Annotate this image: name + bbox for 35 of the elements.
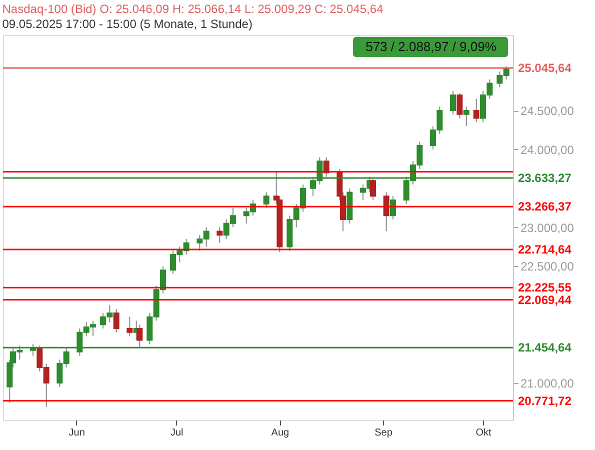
ref-line-label: 23.266,37 — [518, 200, 572, 214]
candlestick — [456, 92, 463, 119]
x-tick-label: Sep — [374, 428, 393, 438]
ref-line-label: 25.045,64 — [518, 61, 572, 76]
ref-line-label: 20.771,72 — [518, 394, 572, 408]
candlestick — [450, 90, 456, 115]
candlestick — [473, 98, 480, 123]
candlestick — [216, 226, 223, 244]
candlestick — [136, 324, 143, 348]
ref-line-label: 21.454,64 — [518, 340, 572, 355]
chart-subtitle: 09.05.2025 17:00 - 15:00 (5 Monate, 1 Stunde) — [2, 17, 252, 31]
chart-title: Nasdaq-100 (Bid) O: 25.046,09 H: 25.066,14 L: 25.009,29 C: 25.045,64 — [2, 2, 384, 16]
ref-line-label: 22.714,64 — [518, 242, 572, 257]
annotation: 573 / 2.088,97 / 9,09% — [366, 39, 497, 54]
candlestick — [370, 178, 376, 201]
x-tick-label: Jun — [68, 428, 85, 438]
ref-line-label: 23.633,27 — [518, 171, 572, 185]
candlestick — [360, 184, 366, 201]
ref-line-label: 22.225,55 — [518, 280, 572, 295]
y-tick-label: 24.000,00 — [520, 142, 574, 157]
y-tick-label: 24.500,00 — [520, 104, 574, 118]
y-tick-label: 22.500,00 — [520, 260, 574, 274]
x-tick-label: Okt — [476, 428, 492, 438]
candlestick — [390, 196, 396, 220]
candlestick — [126, 316, 133, 337]
candlestick — [113, 308, 120, 333]
y-tick-label: 21.000,00 — [520, 376, 574, 391]
candlestick — [263, 192, 270, 208]
x-tick-label: Jul — [170, 428, 184, 438]
x-tick-label: Aug — [271, 428, 290, 438]
ref-line-label: 22.069,44 — [518, 292, 572, 307]
candlestick — [323, 156, 330, 178]
candlestick — [463, 106, 470, 127]
y-tick-label: 23.000,00 — [520, 220, 574, 235]
candlestick — [383, 192, 390, 232]
